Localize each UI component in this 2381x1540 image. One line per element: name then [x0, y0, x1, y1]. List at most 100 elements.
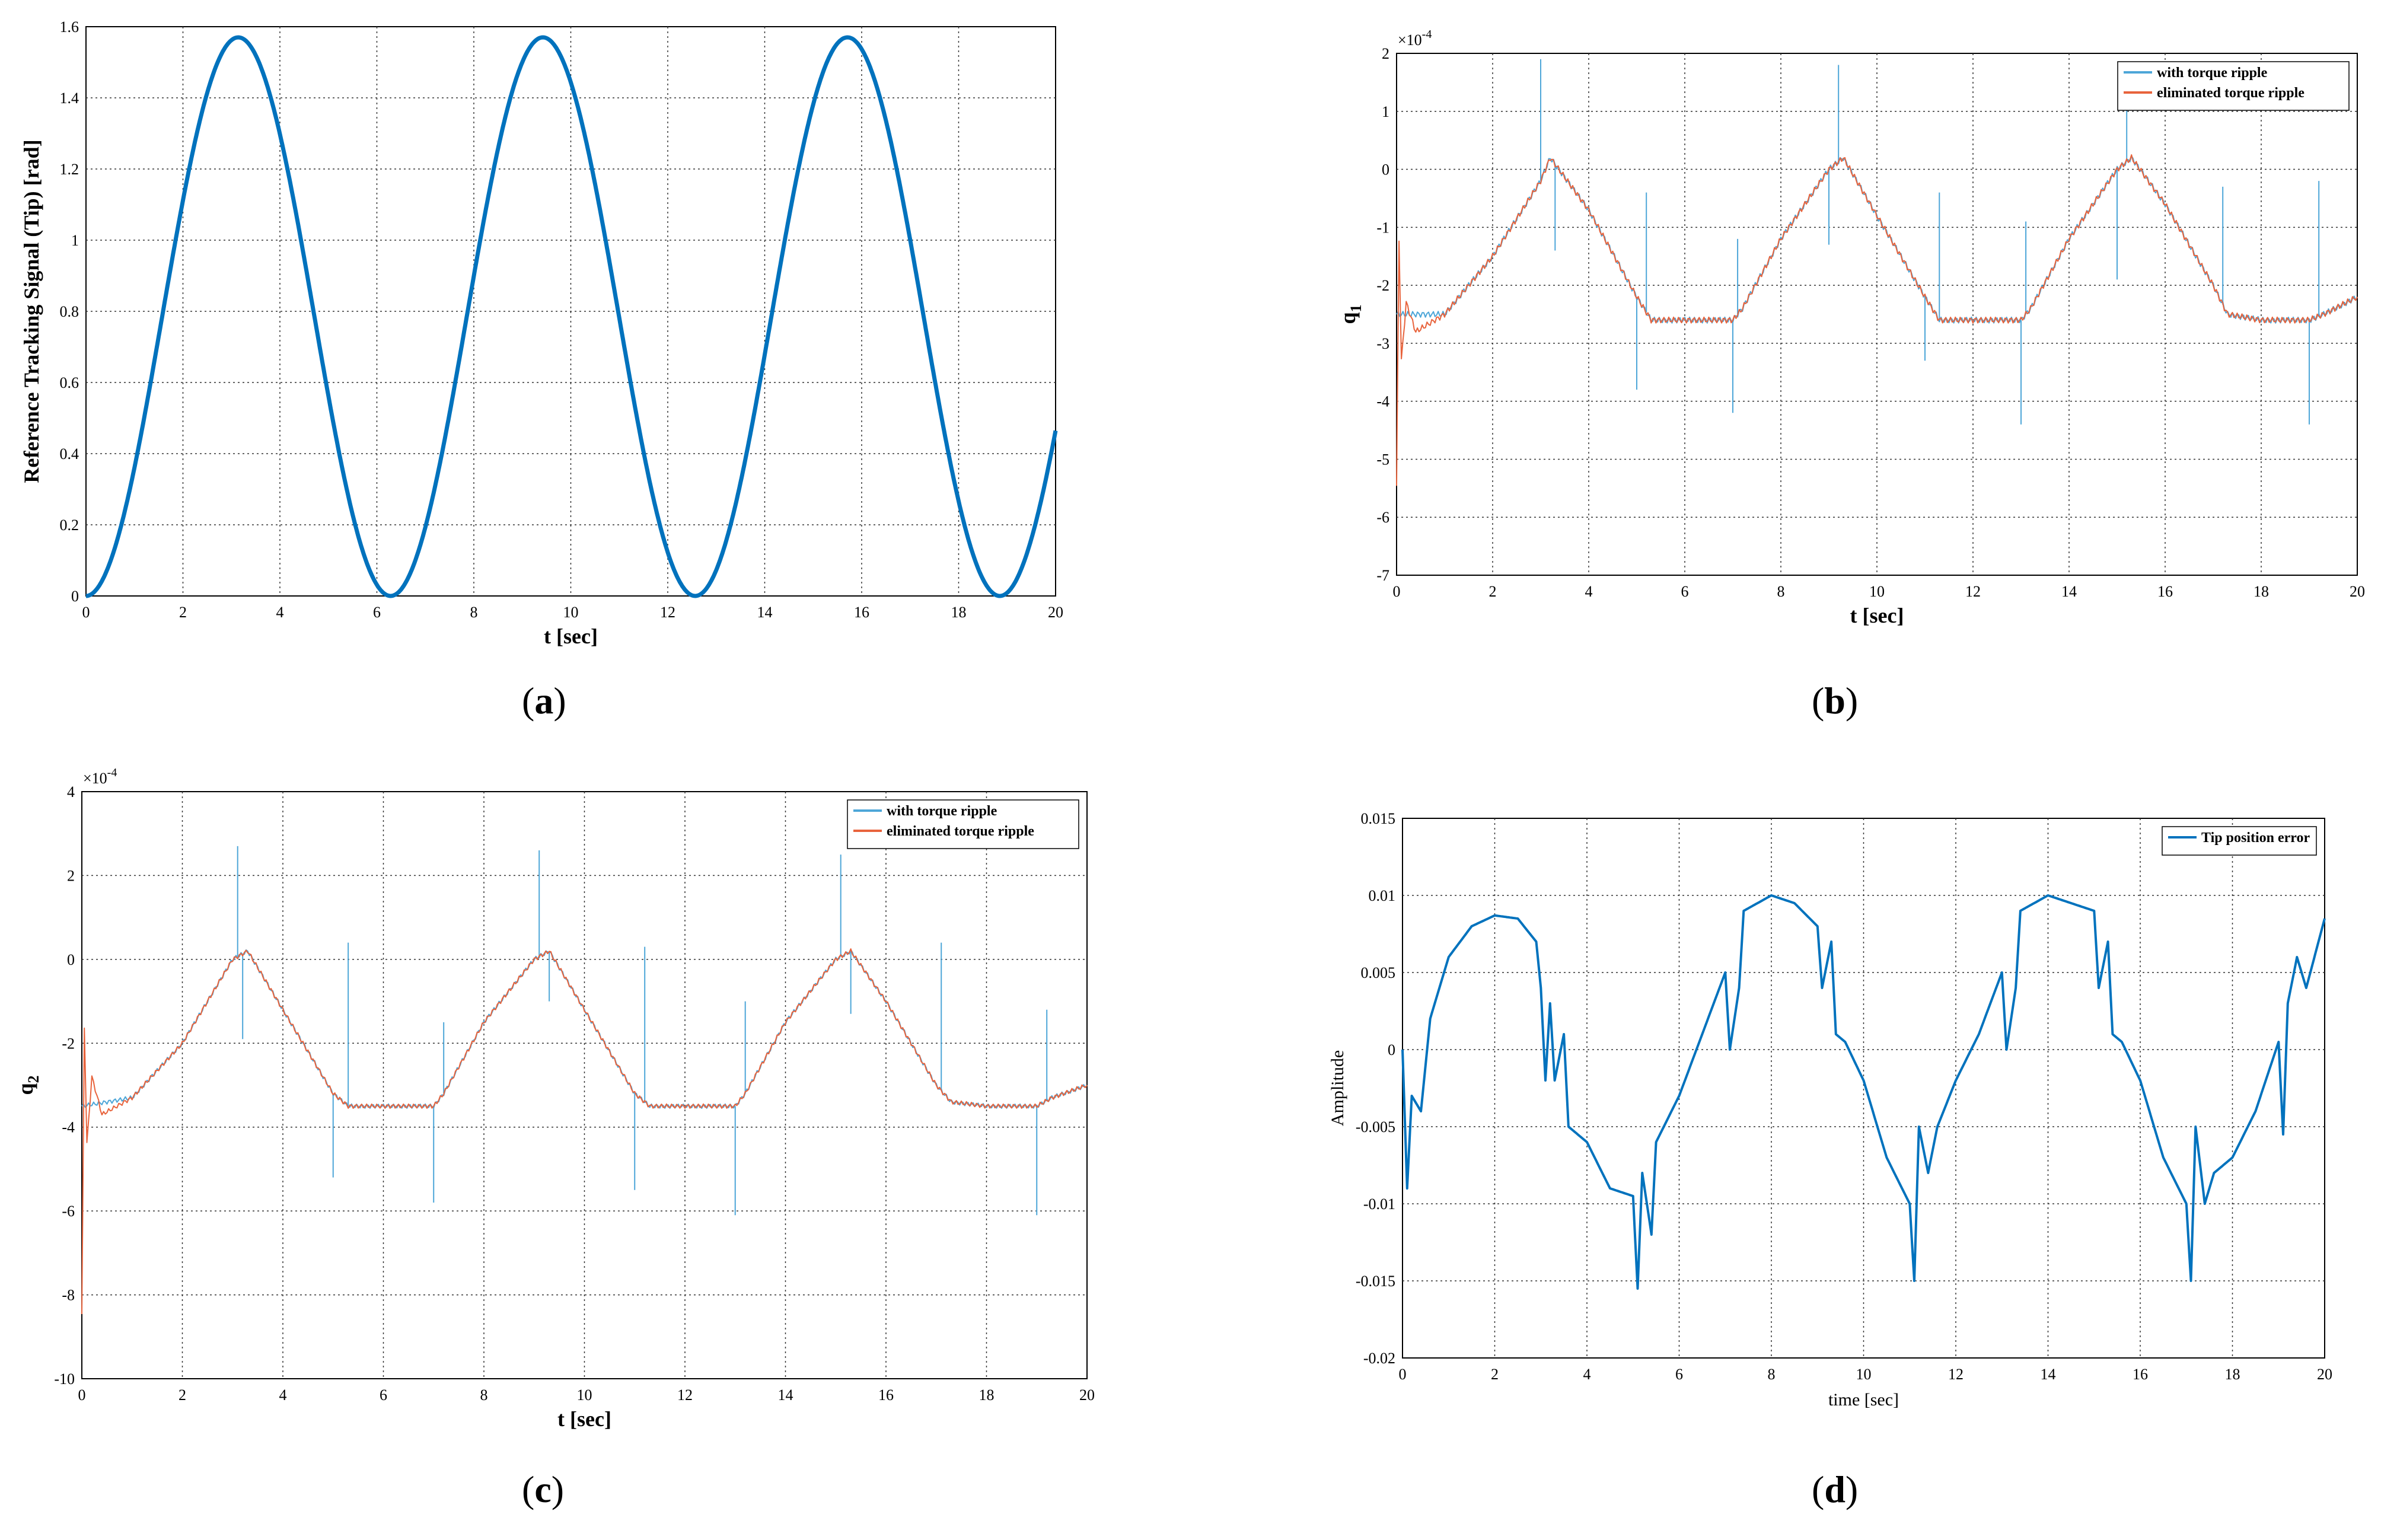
legend-label: eliminated torque ripple — [887, 824, 1034, 839]
y-tick-label: 1.4 — [60, 90, 79, 107]
y-tick-label: -1 — [1376, 219, 1389, 236]
x-tick-label: 4 — [1585, 583, 1593, 600]
x-tick-label: 4 — [279, 1386, 287, 1404]
chart-d: 0 2 4 6 8 10 12 14 16 18 20 -0.02 -0.015 -0.01 -0.005 0… — [1328, 810, 2332, 1410]
x-tick-label: 0 — [1399, 1366, 1407, 1383]
y-axis-label-subscript: 2 — [25, 1075, 42, 1083]
y-axis-label: q1 — [1336, 304, 1365, 324]
y-tick-label: 2 — [1382, 45, 1389, 62]
x-tick-label: 18 — [979, 1386, 995, 1404]
x-tick-label: 14 — [2061, 583, 2077, 600]
x-tick-label: 2 — [1489, 583, 1497, 600]
y-tick-label: -3 — [1376, 335, 1389, 352]
chart-c: 0 2 4 6 8 10 12 14 16 18 20 -10 -8 -6 -4 -2 0 2 4 t [sec] q2… — [14, 766, 1095, 1431]
x-tick-label: 16 — [2157, 583, 2173, 600]
y-tick-label: 1.2 — [60, 161, 79, 178]
x-tick-label: 4 — [1583, 1366, 1591, 1383]
y-tick-label: 0.2 — [60, 516, 79, 534]
x-tick-label: 10 — [1869, 583, 1885, 600]
y-tick-label: -6 — [1376, 509, 1389, 526]
x-tick-label: 8 — [1777, 583, 1785, 600]
caption-d: (d) — [1812, 1468, 1859, 1510]
x-tick-label: 20 — [2350, 583, 2365, 600]
x-tick-label: 20 — [2317, 1366, 2332, 1383]
x-tick-label: 6 — [373, 604, 381, 621]
x-axis-label: time [sec] — [1828, 1390, 1899, 1410]
y-tick-label: 2 — [67, 867, 75, 884]
x-tick-label: 6 — [1675, 1366, 1683, 1383]
chart-a: 0 2 4 6 8 10 12 14 16 18 20 0 0.2 0.4 0.6 0.8 1 1.2 1.4 1.6… — [20, 18, 1063, 648]
y-tick-label: -2 — [1376, 277, 1389, 294]
y-tick-label: -2 — [62, 1035, 75, 1052]
x-tick-label: 4 — [276, 604, 284, 621]
y-exponent-label: ×10-4 — [1398, 28, 1432, 49]
x-tick-label: 2 — [179, 604, 187, 621]
y-tick-label: 0.01 — [1369, 887, 1396, 904]
y-tick-label: -0.01 — [1363, 1195, 1395, 1213]
y-tick-label: -0.015 — [1356, 1273, 1395, 1290]
legend-label: Tip position error — [2201, 830, 2310, 846]
x-tick-label: 10 — [1856, 1366, 1872, 1383]
x-tick-label: 18 — [2253, 583, 2269, 600]
x-tick-label: 0 — [82, 604, 90, 621]
y-tick-label: -0.005 — [1356, 1118, 1395, 1136]
x-tick-label: 6 — [380, 1386, 387, 1404]
x-tick-label: 18 — [2225, 1366, 2240, 1383]
y-exponent-power: -4 — [107, 766, 117, 779]
legend-label: with torque ripple — [887, 804, 997, 819]
y-tick-label: -7 — [1376, 567, 1389, 584]
y-exponent-power: -4 — [1422, 28, 1432, 41]
legend-box — [847, 799, 1079, 849]
x-tick-label: 10 — [577, 1386, 592, 1404]
x-tick-label: 6 — [1681, 583, 1689, 600]
x-tick-label: 18 — [951, 604, 967, 621]
y-tick-label: -0.02 — [1363, 1350, 1395, 1367]
y-tick-label: -4 — [62, 1119, 75, 1136]
series-line — [1396, 154, 2358, 486]
x-tick-label: 0 — [1393, 583, 1401, 600]
x-tick-label: 12 — [1965, 583, 1981, 600]
legend-label: with torque ripple — [2157, 65, 2268, 81]
y-exponent-label: ×10-4 — [83, 766, 117, 787]
x-tick-label: 8 — [480, 1386, 488, 1404]
x-tick-label: 2 — [1491, 1366, 1499, 1383]
y-tick-label: 1 — [71, 232, 79, 249]
x-tick-label: 12 — [677, 1386, 693, 1404]
y-axis-label: q2 — [14, 1075, 42, 1095]
y-tick-label: 0 — [1382, 161, 1389, 178]
x-tick-label: 12 — [1948, 1366, 1964, 1383]
y-tick-label: 1 — [1382, 103, 1389, 120]
x-tick-label: 14 — [778, 1386, 793, 1404]
y-tick-label: 1.6 — [60, 18, 79, 36]
y-tick-label: 4 — [67, 783, 75, 801]
x-tick-label: 8 — [470, 604, 478, 621]
y-tick-label: 0.005 — [1361, 964, 1396, 981]
x-axis-label: t [sec] — [557, 1407, 611, 1431]
y-tick-label: 0.8 — [60, 303, 79, 320]
y-axis-label-subscript: 1 — [1347, 304, 1365, 312]
x-tick-label: 20 — [1079, 1386, 1095, 1404]
series-line — [81, 948, 1088, 1315]
legend-label: eliminated torque ripple — [2157, 85, 2304, 101]
x-axis-label: t [sec] — [544, 624, 598, 648]
y-tick-label: 0 — [71, 588, 79, 605]
legend-box — [2162, 826, 2317, 856]
y-tick-label: 0.015 — [1361, 810, 1396, 827]
x-tick-label: 2 — [179, 1386, 186, 1404]
x-axis-label: t [sec] — [1850, 604, 1904, 627]
x-tick-label: 8 — [1768, 1366, 1776, 1383]
y-tick-label: 0 — [67, 951, 75, 968]
series-line — [1401, 894, 2326, 1290]
x-tick-label: 16 — [878, 1386, 894, 1404]
x-tick-label: 16 — [854, 604, 869, 621]
y-tick-label: 0 — [1388, 1041, 1395, 1058]
series-line — [85, 35, 1058, 598]
y-tick-label: -8 — [62, 1287, 75, 1304]
caption-c: (c) — [522, 1468, 565, 1510]
x-tick-label: 16 — [2133, 1366, 2148, 1383]
caption-a: (a) — [522, 680, 566, 722]
x-tick-label: 0 — [78, 1386, 86, 1404]
y-tick-label: -5 — [1376, 451, 1389, 468]
